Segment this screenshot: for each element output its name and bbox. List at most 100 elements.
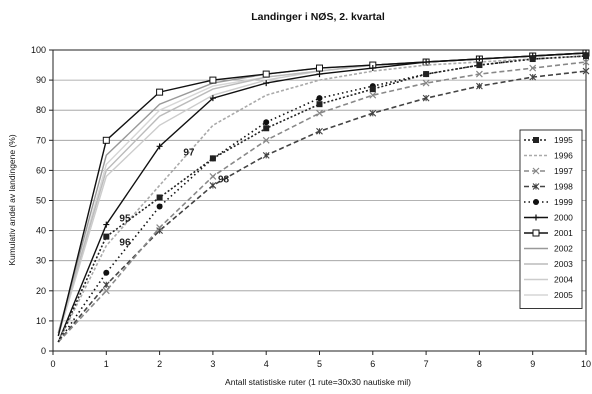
y-tick-label-70: 70 (36, 135, 46, 145)
point-2000-5 (316, 71, 323, 78)
x-tick-label-7: 7 (424, 359, 429, 369)
legend-label-2003: 2003 (554, 259, 573, 269)
point-2001-2 (156, 88, 164, 96)
series-2000 (57, 50, 589, 343)
x-tick-label-3: 3 (210, 359, 215, 369)
x-tick-label-8: 8 (477, 359, 482, 369)
point-1995-1 (103, 233, 110, 240)
point-1998-5 (316, 127, 323, 135)
point-2000-4 (263, 80, 270, 87)
series-2004 (57, 52, 587, 337)
legend-label-1998: 1998 (554, 182, 573, 192)
y-tick-label-10: 10 (36, 316, 46, 326)
y-tick-label-0: 0 (41, 346, 46, 356)
x-tick-label-1: 1 (104, 359, 109, 369)
point-2001-3 (209, 76, 217, 84)
point-2001-4 (262, 70, 270, 78)
legend-item-1998: 1998 (524, 182, 573, 192)
point-1999-1 (103, 269, 110, 276)
legend: 1995 1996 1997 1998 1999 2000 2001 2002 2003 2004… (519, 129, 583, 309)
point-1995-6 (369, 86, 376, 93)
legend-marker-1998 (532, 183, 540, 190)
point-1997-4 (262, 136, 270, 144)
point-1997-6 (369, 91, 377, 99)
y-tick-label-90: 90 (36, 75, 46, 85)
x-tick-label-5: 5 (317, 359, 322, 369)
legend-marker-1999 (533, 199, 539, 205)
point-1997-1 (102, 287, 110, 295)
series-line-1996 (57, 55, 587, 343)
point-1997-2 (156, 224, 164, 232)
x-tick-label-6: 6 (370, 359, 375, 369)
point-1999-4 (263, 119, 270, 126)
point-1998-7 (422, 94, 430, 102)
point-1997-3 (209, 172, 217, 180)
y-tick-label-80: 80 (36, 105, 46, 115)
series-2005 (57, 52, 587, 337)
x-tick-label-9: 9 (530, 359, 535, 369)
legend-marker-1997 (532, 167, 540, 175)
series-1998 (57, 67, 590, 343)
point-2000-8 (476, 56, 483, 63)
y-tick-label-100: 100 (31, 45, 46, 55)
series-1997 (57, 58, 590, 343)
point-1998-8 (476, 82, 483, 90)
point-1998-3 (209, 182, 217, 189)
x-tick-labels: 0 1 2 3 4 5 6 7 8 9 10 (50, 359, 591, 369)
point-1998-6 (369, 109, 377, 117)
series-line-1999 (57, 55, 587, 343)
legend-label-1999: 1999 (554, 197, 573, 207)
chart-title: Landinger i NØS, 2. kvartal (251, 11, 385, 23)
y-tick-label-40: 40 (36, 226, 46, 236)
series-1999 (57, 53, 589, 343)
point-1995-2 (156, 194, 163, 201)
point-1999-5 (316, 95, 323, 102)
legend-item-1997: 1997 (524, 166, 573, 176)
point-1997-9 (529, 64, 537, 72)
point-2001-5 (316, 64, 323, 72)
x-axis-label: Antall statistiske ruter (1 rute=30x30 n… (225, 377, 411, 387)
y-tick-labels: 0 10 20 30 40 50 60 70 80 90 100 (31, 45, 46, 356)
series-1996 (57, 55, 587, 343)
point-1995-3 (209, 155, 216, 162)
point-1995-10 (583, 53, 589, 60)
point-2000-3 (209, 95, 216, 102)
point-1995-7 (423, 71, 430, 78)
legend-label-1997: 1997 (554, 166, 573, 176)
point-1998-4 (262, 151, 270, 159)
x-tick-label-0: 0 (50, 359, 55, 369)
point-2000-1 (103, 221, 110, 228)
annotation-98: 98 (218, 174, 230, 185)
y-tick-label-60: 60 (36, 165, 46, 175)
legend-item-2002: 2002 (524, 244, 573, 254)
series-2001 (57, 49, 590, 337)
plot-frame (49, 49, 587, 355)
legend-item-2004: 2004 (524, 275, 573, 285)
point-2000-2 (156, 143, 163, 150)
series-lines (57, 49, 590, 343)
legend-label-2000: 2000 (554, 213, 573, 223)
y-tick-label-50: 50 (36, 196, 46, 206)
legend-marker-2001 (532, 229, 540, 237)
legend-item-1999: 1999 (524, 197, 573, 207)
point-2001-1 (102, 136, 110, 144)
legend-label-2001: 2001 (554, 228, 573, 238)
series-1995 (57, 53, 589, 343)
annotation-97: 97 (183, 147, 195, 158)
point-1998-10 (582, 67, 590, 75)
legend-item-2003: 2003 (524, 259, 573, 269)
y-tick-label-30: 30 (36, 256, 46, 266)
legend-item-2000: 2000 (524, 213, 573, 223)
point-1999-2 (156, 203, 163, 210)
legend-marker-2000 (533, 214, 539, 221)
annotations: 95 96 97 98 (119, 147, 229, 248)
point-1995-4 (263, 125, 270, 132)
legend-item-2005: 2005 (524, 290, 573, 300)
point-2000-6 (369, 65, 376, 72)
series-line-2004 (57, 52, 587, 337)
x-tick-label-10: 10 (581, 359, 591, 369)
x-tick-label-4: 4 (264, 359, 269, 369)
point-1995-9 (529, 56, 536, 63)
y-tick-label-20: 20 (36, 286, 46, 296)
